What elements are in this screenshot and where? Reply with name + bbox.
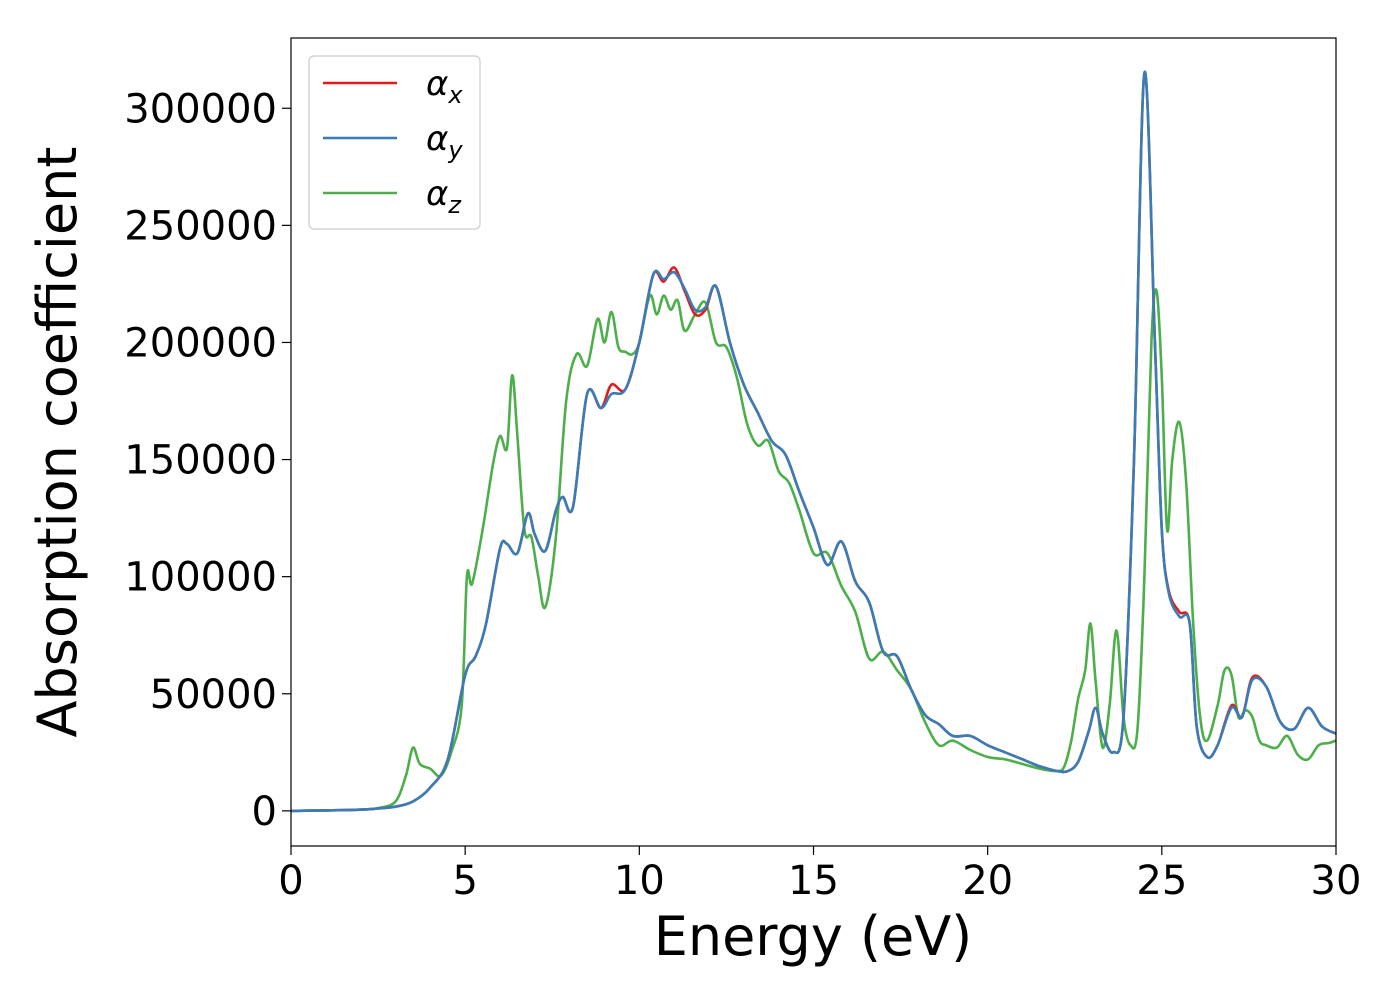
legend-subscript: z bbox=[447, 191, 462, 219]
x-tick-label: 30 bbox=[1311, 858, 1362, 904]
legend-label-x: αx bbox=[426, 64, 463, 109]
x-tick-label: 15 bbox=[788, 858, 839, 904]
legend-label-z: αz bbox=[426, 174, 462, 219]
x-tick-label: 5 bbox=[452, 858, 477, 904]
y-tick-label: 150000 bbox=[124, 438, 277, 484]
series-line-z bbox=[291, 288, 1336, 813]
x-tick-label: 25 bbox=[1136, 858, 1187, 904]
y-axis-label: Absorption coefficient bbox=[26, 147, 89, 738]
legend-subscript: y bbox=[447, 136, 463, 164]
series-line-y bbox=[291, 70, 1336, 813]
x-axis: 0 5 10 15 20 25 30 bbox=[278, 846, 1361, 904]
x-tick-label: 10 bbox=[614, 858, 665, 904]
y-tick-label: 100000 bbox=[124, 555, 277, 601]
legend-subscript: x bbox=[447, 81, 463, 109]
legend-frame bbox=[308, 55, 481, 230]
series-layer bbox=[291, 70, 1336, 813]
legend-symbol: α bbox=[426, 64, 448, 104]
legend-symbol: α bbox=[426, 119, 448, 159]
legend-symbol: α bbox=[426, 174, 448, 214]
y-axis: 0 50000 100000 150000 200000 250000 300000 bbox=[124, 86, 291, 835]
x-tick-label: 0 bbox=[278, 858, 303, 904]
y-tick-label: 250000 bbox=[124, 203, 277, 249]
x-axis-label: Energy (eV) bbox=[654, 905, 973, 968]
y-tick-label: 200000 bbox=[124, 320, 277, 366]
x-tick-label: 20 bbox=[962, 858, 1013, 904]
y-tick-label: 300000 bbox=[124, 86, 277, 132]
y-tick-label: 50000 bbox=[150, 672, 277, 718]
y-tick-label: 0 bbox=[252, 789, 277, 835]
legend-label-y: αy bbox=[426, 119, 463, 164]
